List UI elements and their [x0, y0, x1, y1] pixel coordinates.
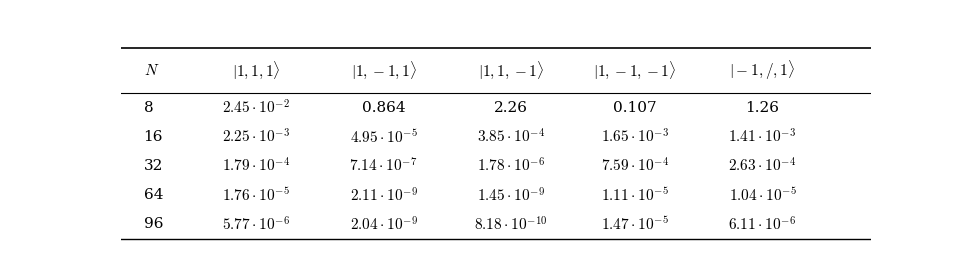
Text: 96: 96 — [143, 217, 163, 231]
Text: $1.41 \cdot 10^{-3}$: $1.41 \cdot 10^{-3}$ — [729, 128, 797, 146]
Text: $1.65 \cdot 10^{-3}$: $1.65 \cdot 10^{-3}$ — [601, 128, 669, 146]
Text: 1.26: 1.26 — [745, 101, 779, 115]
Text: $4.95 \cdot 10^{-5}$: $4.95 \cdot 10^{-5}$ — [349, 128, 417, 146]
Text: $1.04 \cdot 10^{-5}$: $1.04 \cdot 10^{-5}$ — [729, 187, 797, 204]
Text: $|1, -1, -1\rangle$: $|1, -1, -1\rangle$ — [593, 60, 677, 81]
Text: 16: 16 — [143, 130, 163, 144]
Text: $7.59 \cdot 10^{-4}$: $7.59 \cdot 10^{-4}$ — [601, 157, 669, 175]
Text: $1.47 \cdot 10^{-5}$: $1.47 \cdot 10^{-5}$ — [601, 215, 669, 233]
Text: $3.85 \cdot 10^{-4}$: $3.85 \cdot 10^{-4}$ — [477, 128, 545, 146]
Text: 2.26: 2.26 — [494, 101, 529, 115]
Text: $N$: $N$ — [143, 63, 159, 78]
Text: $8.18 \cdot 10^{-10}$: $8.18 \cdot 10^{-10}$ — [474, 215, 548, 233]
Text: 32: 32 — [143, 159, 163, 173]
Text: 64: 64 — [143, 188, 163, 202]
Text: $|-1, /, 1\rangle$: $|-1, /, 1\rangle$ — [730, 59, 796, 82]
Text: $2.45 \cdot 10^{-2}$: $2.45 \cdot 10^{-2}$ — [223, 99, 289, 117]
Text: $1.79 \cdot 10^{-4}$: $1.79 \cdot 10^{-4}$ — [222, 157, 290, 175]
Text: $2.25 \cdot 10^{-3}$: $2.25 \cdot 10^{-3}$ — [222, 128, 290, 146]
Text: $|1, 1, 1\rangle$: $|1, 1, 1\rangle$ — [231, 60, 281, 81]
Text: $2.11 \cdot 10^{-9}$: $2.11 \cdot 10^{-9}$ — [349, 186, 417, 204]
Text: $|1, -1, 1\rangle$: $|1, -1, 1\rangle$ — [350, 60, 416, 81]
Text: 0.107: 0.107 — [613, 101, 656, 115]
Text: $1.76 \cdot 10^{-5}$: $1.76 \cdot 10^{-5}$ — [223, 187, 289, 204]
Text: $1.11 \cdot 10^{-5}$: $1.11 \cdot 10^{-5}$ — [601, 187, 669, 204]
Text: $|1, 1, -1\rangle$: $|1, 1, -1\rangle$ — [478, 60, 544, 81]
Text: $7.14 \cdot 10^{-7}$: $7.14 \cdot 10^{-7}$ — [349, 157, 417, 175]
Text: $5.77 \cdot 10^{-6}$: $5.77 \cdot 10^{-6}$ — [222, 215, 290, 233]
Text: $2.63 \cdot 10^{-4}$: $2.63 \cdot 10^{-4}$ — [728, 157, 797, 175]
Text: 8: 8 — [143, 101, 153, 115]
Text: 0.864: 0.864 — [362, 101, 406, 115]
Text: $2.04 \cdot 10^{-9}$: $2.04 \cdot 10^{-9}$ — [349, 215, 417, 233]
Text: $1.78 \cdot 10^{-6}$: $1.78 \cdot 10^{-6}$ — [477, 157, 545, 175]
Text: $1.45 \cdot 10^{-9}$: $1.45 \cdot 10^{-9}$ — [477, 186, 545, 204]
Text: $6.11 \cdot 10^{-6}$: $6.11 \cdot 10^{-6}$ — [729, 215, 797, 233]
